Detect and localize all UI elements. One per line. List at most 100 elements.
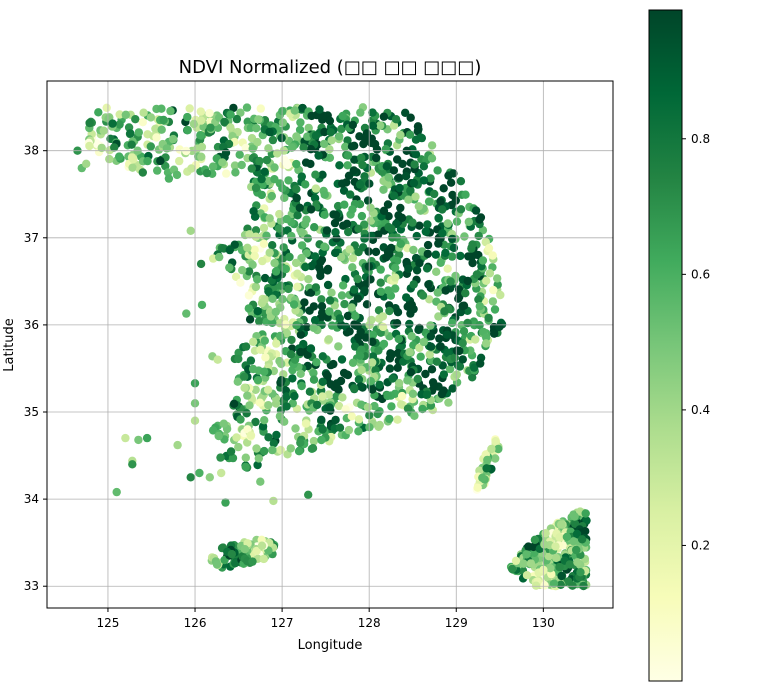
scatter-point xyxy=(310,252,320,261)
scatter-point xyxy=(292,193,301,203)
scatter-point xyxy=(356,382,365,391)
scatter-point xyxy=(228,453,238,463)
scatter-point xyxy=(260,167,269,176)
scatter-point xyxy=(421,227,430,236)
x-tick-label: 125 xyxy=(97,616,120,630)
scatter-point xyxy=(248,557,257,566)
scatter-point xyxy=(414,125,423,134)
scatter-point xyxy=(391,273,400,282)
scatter-point xyxy=(245,315,255,324)
scatter-point xyxy=(304,123,313,133)
scatter-point xyxy=(464,252,473,261)
scatter-point xyxy=(413,374,422,384)
scatter-point xyxy=(430,189,439,199)
scatter-point xyxy=(488,251,497,260)
scatter-point xyxy=(354,415,364,424)
scatter-point xyxy=(295,125,305,135)
scatter-point xyxy=(252,546,261,556)
scatter-point xyxy=(218,158,227,167)
scatter-point xyxy=(540,540,549,549)
scatter-point xyxy=(352,321,361,330)
scatter-point xyxy=(409,245,418,255)
scatter-point xyxy=(303,350,312,359)
scatter-point xyxy=(374,346,383,355)
scatter-point xyxy=(488,297,498,306)
scatter-point xyxy=(343,311,353,321)
scatter-point xyxy=(414,325,423,335)
scatter-point xyxy=(357,365,366,375)
scatter-point xyxy=(215,252,224,262)
scatter-point xyxy=(151,124,160,133)
scatter-point xyxy=(541,529,550,538)
scatter-point xyxy=(405,130,415,139)
y-axis-label: Latitude xyxy=(2,318,17,372)
scatter-point xyxy=(323,280,333,290)
scatter-point xyxy=(153,166,162,175)
scatter-point xyxy=(221,498,230,507)
scatter-point xyxy=(286,444,295,453)
scatter-point xyxy=(286,350,296,359)
scatter-point xyxy=(384,173,393,182)
scatter-point xyxy=(288,374,297,383)
scatter-point xyxy=(121,110,130,120)
scatter-point xyxy=(255,398,265,407)
scatter-point xyxy=(461,289,470,298)
scatter-point xyxy=(331,210,341,220)
scatter-point xyxy=(253,137,262,147)
scatter-point xyxy=(260,336,269,345)
scatter-point xyxy=(410,160,419,169)
scatter-point xyxy=(424,280,433,289)
scatter-point xyxy=(197,152,206,161)
scatter-point xyxy=(374,230,383,239)
scatter-point xyxy=(454,294,463,303)
scatter-point xyxy=(226,110,235,119)
scatter-point xyxy=(406,309,415,318)
scatter-point xyxy=(381,145,390,154)
scatter-point xyxy=(205,109,214,118)
scatter-point xyxy=(264,287,273,296)
scatter-point xyxy=(393,363,402,372)
scatter-point xyxy=(221,148,231,157)
scatter-point xyxy=(255,317,264,326)
scatter-point xyxy=(312,400,322,410)
scatter-point xyxy=(347,412,356,421)
scatter-point xyxy=(345,245,354,254)
scatter-point xyxy=(309,375,319,384)
scatter-point xyxy=(305,387,315,396)
plot-frame xyxy=(46,80,614,609)
scatter-point xyxy=(478,473,487,482)
scatter-point xyxy=(187,164,196,173)
scatter-point xyxy=(474,295,483,304)
scatter-point xyxy=(438,205,447,214)
scatter-point xyxy=(361,280,370,289)
scatter-point xyxy=(337,291,347,300)
scatter-point xyxy=(316,267,325,276)
x-axis-label: Longitude xyxy=(298,638,363,653)
scatter-point xyxy=(483,455,492,465)
scatter-point xyxy=(437,389,447,399)
scatter-point xyxy=(164,174,174,183)
scatter-point xyxy=(310,223,319,232)
scatter-point xyxy=(379,339,389,349)
scatter-point xyxy=(172,170,182,180)
scatter-point xyxy=(343,370,353,380)
scatter-point xyxy=(268,135,278,145)
scatter-point xyxy=(303,234,312,243)
scatter-point xyxy=(195,468,204,478)
scatter-point xyxy=(244,267,254,276)
scatter-point xyxy=(471,335,480,344)
scatter-point xyxy=(456,251,465,261)
scatter-point xyxy=(236,415,245,424)
scatter-point xyxy=(268,294,277,303)
scatter-point xyxy=(383,200,393,209)
scatter-point xyxy=(186,473,195,482)
scatter-point xyxy=(341,142,350,151)
scatter-point xyxy=(452,217,462,226)
scatter-point xyxy=(495,322,504,332)
scatter-point xyxy=(196,116,206,125)
scatter-point xyxy=(358,160,367,170)
scatter-point xyxy=(419,162,429,171)
scatter-point xyxy=(318,425,327,434)
scatter-point xyxy=(252,444,261,453)
scatter-point xyxy=(455,362,465,371)
